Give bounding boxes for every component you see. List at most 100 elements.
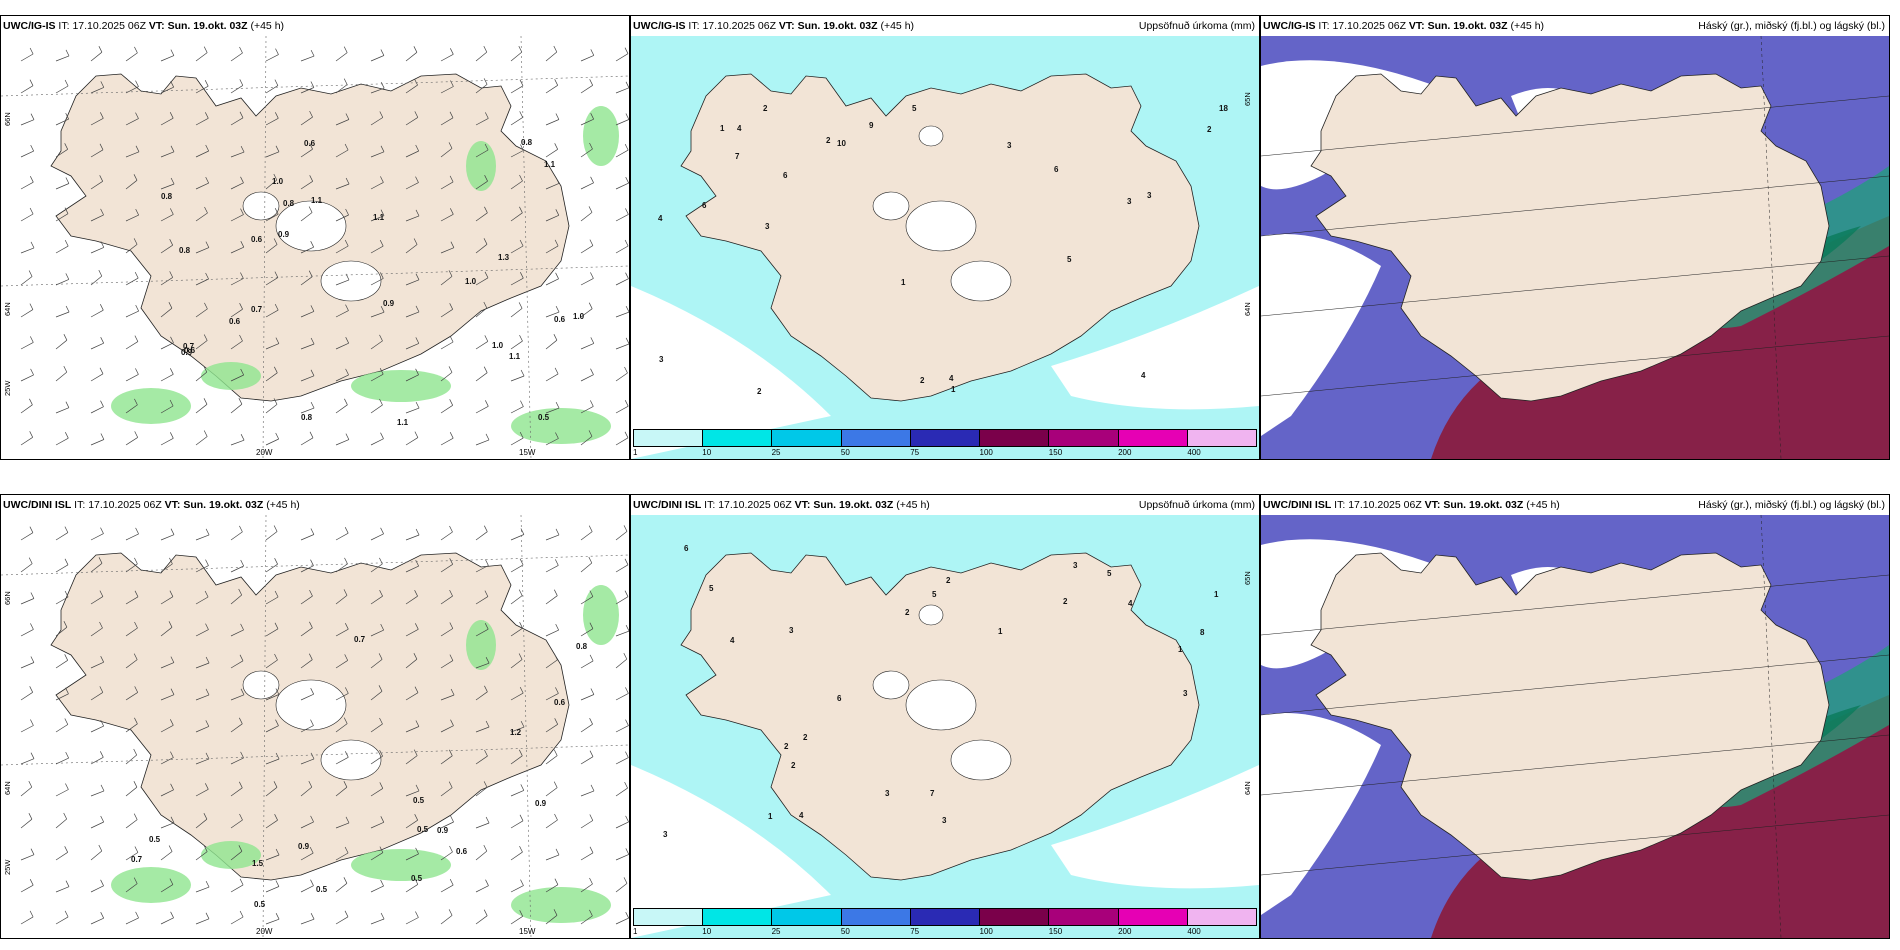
wind-barb-feather bbox=[624, 781, 628, 789]
wind-barb-feather bbox=[240, 241, 245, 248]
glacier bbox=[275, 679, 347, 731]
glacier bbox=[320, 260, 382, 302]
wind-barb bbox=[300, 407, 315, 414]
wind-barb bbox=[405, 52, 418, 62]
precip-value: 3 bbox=[1127, 197, 1132, 206]
wind-barb-feather bbox=[275, 913, 280, 920]
wind-barb-feather bbox=[29, 431, 34, 438]
wind-barb-feather bbox=[415, 559, 420, 567]
wind-barb bbox=[475, 405, 489, 414]
wind-barb-feather bbox=[590, 337, 595, 344]
wind-barb bbox=[335, 786, 348, 797]
wind-barb-feather bbox=[519, 206, 523, 213]
wind-barb-feather bbox=[133, 781, 138, 788]
wind-barb-feather bbox=[63, 812, 68, 820]
wind-barb bbox=[90, 181, 103, 190]
wind-barb-feather bbox=[345, 433, 350, 440]
wind-barb-feather bbox=[344, 239, 349, 247]
wind-barb bbox=[405, 407, 420, 414]
wind-barb bbox=[160, 307, 173, 318]
wind-barb bbox=[475, 628, 489, 637]
wind-barb bbox=[195, 726, 209, 733]
wind-barb-feather bbox=[414, 590, 418, 597]
precip-value: 2 bbox=[905, 608, 910, 617]
colorbar-labels: 1 10 25 50 75 100 150 200 400 bbox=[633, 926, 1257, 938]
wind-barb bbox=[475, 149, 489, 158]
wind-barb bbox=[265, 404, 278, 414]
wind-barb-feather bbox=[29, 47, 34, 55]
wind-barb bbox=[510, 340, 523, 350]
wind-barb-feather bbox=[344, 527, 349, 534]
wind-barb-feather bbox=[309, 143, 313, 150]
precip-value: 3 bbox=[1147, 191, 1152, 200]
glacier bbox=[950, 739, 1012, 781]
wind-barb-feather bbox=[415, 368, 419, 375]
wind-barb bbox=[475, 596, 489, 605]
wind-barb bbox=[265, 117, 279, 126]
lead-time: (+45 h) bbox=[880, 20, 915, 32]
wind-barb-feather bbox=[169, 271, 174, 278]
wind-barb bbox=[160, 277, 173, 286]
wind-barb-feather bbox=[170, 336, 174, 343]
wind-barb-feather bbox=[134, 431, 139, 438]
wind-barb bbox=[55, 789, 69, 797]
wind-barb-feather bbox=[98, 269, 103, 277]
wind-barb-feather bbox=[238, 398, 243, 405]
wind-barb bbox=[300, 311, 315, 318]
wind-barb bbox=[55, 660, 68, 669]
wind-barb-feather bbox=[134, 621, 138, 629]
wind-barb bbox=[440, 148, 453, 158]
lat-label: 66N bbox=[3, 112, 12, 126]
precip-value: 4 bbox=[1128, 599, 1133, 608]
wind-barb bbox=[440, 595, 453, 605]
wind-barb-feather bbox=[310, 369, 315, 376]
wind-barb-feather bbox=[485, 433, 490, 441]
precip-value: 6 bbox=[702, 201, 707, 210]
glacier bbox=[320, 739, 382, 781]
wind-barb-feather bbox=[240, 272, 244, 279]
wind-barb-feather bbox=[415, 209, 420, 217]
wind-barb-feather bbox=[63, 365, 68, 373]
wind-barb-feather bbox=[274, 112, 279, 119]
wind-barb-feather bbox=[555, 305, 560, 313]
wind-barb bbox=[265, 309, 279, 318]
model-name: UWC/DINI ISL bbox=[1263, 499, 1332, 511]
wind-barb bbox=[160, 214, 174, 222]
wind-barb bbox=[230, 278, 244, 286]
wind-barb-feather bbox=[170, 688, 175, 695]
wind-barb bbox=[125, 883, 138, 893]
precip-area bbox=[201, 362, 261, 390]
wind-barb bbox=[475, 850, 488, 861]
wind-barb-feather bbox=[64, 79, 69, 87]
wind-barb-feather bbox=[134, 271, 139, 279]
it-label: IT: bbox=[1334, 499, 1346, 511]
lat-label: 66N bbox=[3, 591, 12, 605]
vt-label: VT: bbox=[1424, 499, 1441, 511]
wind-barb-feather bbox=[29, 79, 34, 86]
wind-barb-feather bbox=[64, 846, 69, 853]
wind-barb bbox=[125, 86, 139, 94]
wind-barb bbox=[300, 918, 315, 925]
wind-barb-feather bbox=[554, 718, 559, 725]
colorbar-tick: 400 bbox=[1187, 927, 1201, 936]
precip-value: 7 bbox=[930, 789, 935, 798]
wind-barb bbox=[20, 692, 33, 701]
colorbar-swatch bbox=[1118, 909, 1188, 925]
wind-barb bbox=[20, 786, 33, 797]
wind-barb bbox=[160, 405, 174, 414]
wind-barb-feather bbox=[240, 559, 245, 567]
wind-barb-feather bbox=[414, 878, 419, 885]
wind-barb-feather bbox=[590, 113, 595, 120]
wind-barb-feather bbox=[589, 590, 594, 597]
wind-barb bbox=[335, 628, 349, 637]
wind-barb bbox=[230, 374, 244, 382]
colorbar-tick: 75 bbox=[910, 927, 920, 936]
gust-value: 0.8 bbox=[161, 192, 173, 201]
wind-barb-feather bbox=[238, 717, 243, 724]
lon-label: 20W bbox=[256, 448, 273, 457]
wind-barb-feather bbox=[100, 400, 104, 407]
wind-barb bbox=[335, 660, 348, 669]
colorbar-tick: 50 bbox=[840, 927, 850, 936]
wind-barb bbox=[405, 215, 420, 222]
wind-barb bbox=[580, 308, 593, 318]
